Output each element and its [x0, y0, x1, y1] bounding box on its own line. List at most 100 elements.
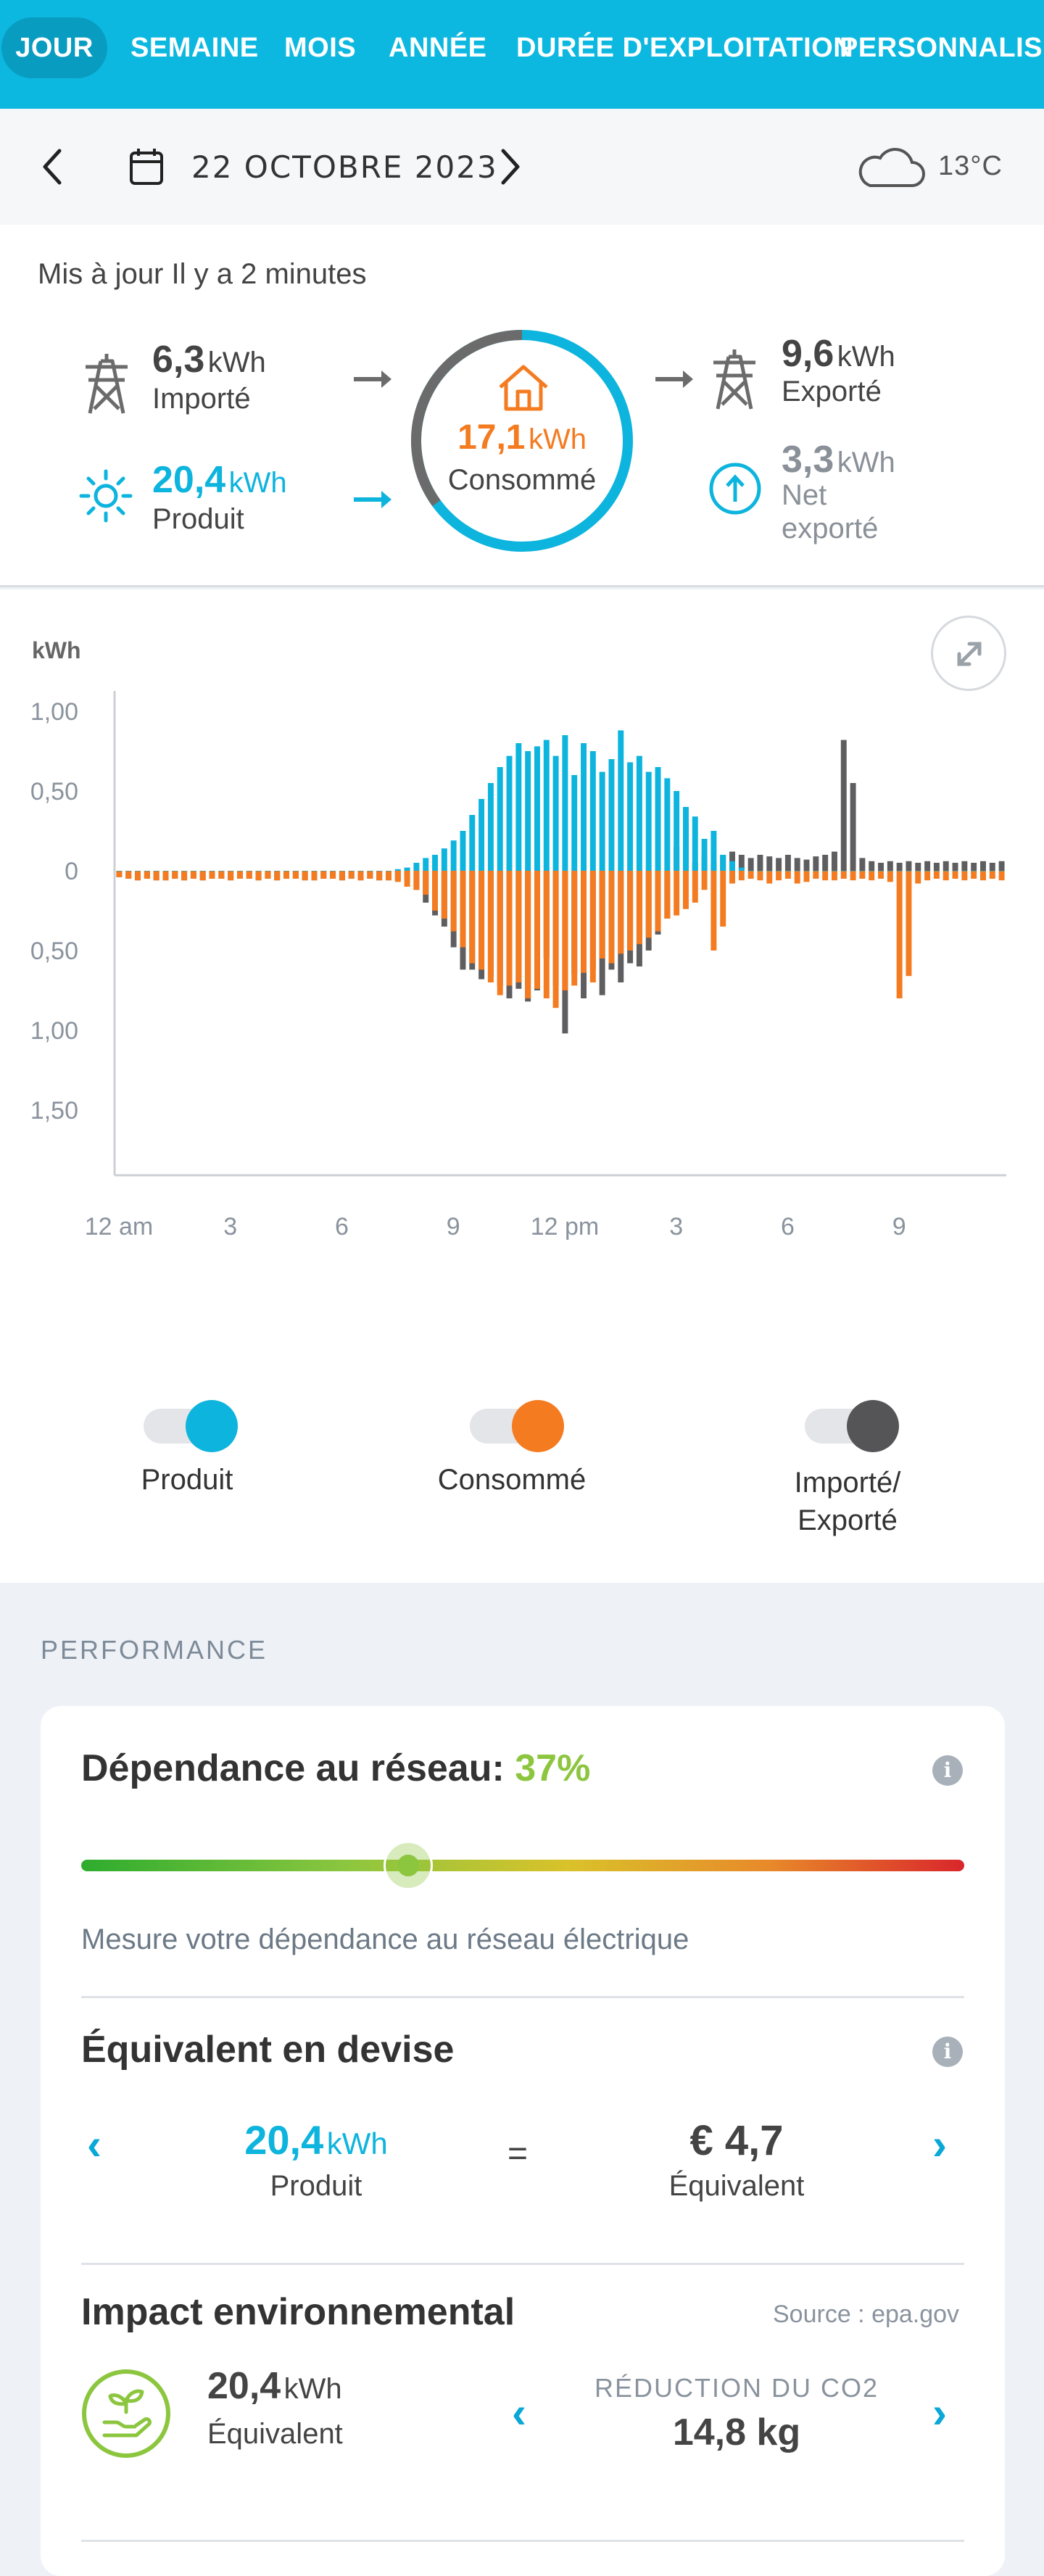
currency-value: € 4,7 — [689, 2117, 784, 2164]
bar-consomm — [989, 871, 995, 879]
bar-consomm — [311, 871, 318, 881]
exported-stat: 9,6 kWh — [782, 332, 895, 376]
chevron-left-icon[interactable] — [38, 146, 67, 187]
bar-consomm — [887, 871, 893, 882]
bar-importexport — [822, 855, 829, 871]
chevron-right-icon[interactable] — [496, 146, 525, 187]
date-bar: 22 OCTOBRE 2023 13°C — [0, 109, 1044, 225]
update-status: Mis à jour Il y a 2 minutes — [38, 258, 367, 290]
toggle-consomme[interactable] — [470, 1400, 564, 1452]
bar-consomm — [302, 871, 308, 881]
bar-consomm — [776, 871, 782, 881]
bar-consomm — [172, 871, 178, 879]
toggle-produit[interactable] — [144, 1400, 238, 1452]
exported-value: 9,6 — [782, 333, 834, 375]
produced-unit: kWh — [228, 467, 287, 499]
bar-importexport — [961, 861, 968, 871]
bar-produit — [738, 867, 745, 871]
chevron-left-icon[interactable]: ‹ — [87, 2120, 102, 2169]
toggle-importe-exporte[interactable] — [805, 1400, 899, 1452]
bar-importexport — [971, 863, 977, 871]
bar-importexport — [831, 851, 837, 871]
bar-importexport — [933, 863, 940, 871]
bar-consomm — [209, 871, 215, 879]
bar-consomm — [562, 871, 568, 990]
y-tick-label: 1,00 — [30, 698, 78, 726]
bar-consomm — [181, 871, 188, 881]
exported-label: Exporté — [782, 376, 882, 407]
bar-produit — [627, 762, 634, 871]
performance-card: Dépendance au réseau: 37% i Mesure votre… — [41, 1706, 1005, 2576]
net-value: 3,3 — [782, 439, 834, 481]
bar-consomm — [794, 871, 800, 884]
environment-label: Équivalent — [207, 2418, 343, 2450]
bar-consomm — [162, 871, 169, 881]
expand-button[interactable] — [931, 616, 1006, 691]
bar-importexport — [915, 863, 921, 871]
bar-importexport — [924, 861, 931, 871]
produced-value: 20,4 — [152, 459, 226, 501]
info-icon[interactable]: i — [932, 1755, 963, 1786]
tab-mois[interactable]: MOIS — [284, 32, 357, 63]
bar-consomm — [199, 871, 206, 881]
bar-produit — [478, 799, 485, 871]
bar-consomm — [255, 871, 262, 881]
bar-consomm — [125, 871, 132, 879]
bar-importexport — [766, 856, 773, 871]
dependence-gauge — [81, 1860, 964, 1871]
imported-value: 6,3 — [152, 339, 205, 381]
tab-duree-exploitation[interactable]: DURÉE D'EXPLOITATION — [516, 32, 854, 63]
calendar-icon[interactable] — [128, 146, 165, 187]
bar-consomm — [896, 871, 903, 998]
dependence-title: Dépendance au réseau: 37% — [81, 1747, 591, 1789]
tab-annee[interactable]: ANNÉE — [389, 32, 487, 63]
y-tick-label: 0,50 — [30, 778, 78, 805]
bar-consomm — [478, 871, 485, 970]
bar-consomm — [265, 871, 271, 879]
tab-jour[interactable]: JOUR — [1, 17, 107, 78]
bar-consomm — [385, 871, 392, 881]
bar-consomm — [441, 871, 447, 919]
divider — [81, 2540, 964, 2542]
dependence-caption: Mesure votre dépendance au réseau électr… — [81, 1923, 689, 1955]
consumed-value: 17,1 — [457, 418, 526, 457]
info-icon[interactable]: i — [932, 2037, 963, 2067]
bar-consomm — [952, 871, 958, 879]
bar-consomm — [618, 871, 624, 954]
bar-produit — [487, 783, 494, 871]
temperature: 13°C — [938, 151, 1003, 181]
bar-produit — [441, 848, 447, 871]
consumed-unit: kWh — [528, 423, 587, 455]
chevron-right-icon[interactable]: › — [932, 2120, 947, 2169]
tab-personnalise[interactable]: PERSONNALISÉ — [840, 32, 1044, 63]
bar-consomm — [515, 871, 522, 982]
currency-title: Équivalent en devise — [81, 2029, 455, 2071]
x-tick-label: 3 — [223, 1213, 237, 1241]
arrow-right-icon — [655, 370, 693, 388]
bar-consomm — [376, 871, 383, 881]
bar-consomm — [292, 871, 299, 879]
consumed-label: Consommé — [447, 464, 597, 496]
tab-semaine[interactable]: SEMAINE — [130, 32, 259, 63]
sun-icon — [79, 469, 133, 523]
bar-consomm — [998, 871, 1005, 881]
arrow-right-icon — [354, 491, 392, 508]
chevron-right-icon[interactable]: › — [932, 2388, 947, 2437]
bar-consomm — [627, 871, 634, 951]
chevron-left-icon[interactable]: ‹ — [512, 2388, 526, 2437]
bar-consomm — [831, 871, 837, 881]
bar-consomm — [283, 871, 290, 879]
current-date[interactable]: 22 OCTOBRE 2023 — [191, 149, 498, 185]
bar-produit — [618, 730, 624, 871]
bar-produit — [636, 755, 642, 871]
bar-importexport — [794, 858, 800, 871]
period-tab-bar: JOUR SEMAINE MOIS ANNÉE DURÉE D'EXPLOITA… — [0, 0, 1044, 109]
legend-importe-exporte: Importé/ Exporté — [794, 1467, 901, 1536]
bar-consomm — [534, 871, 540, 989]
net-stat: 3,3 kWh — [782, 438, 895, 481]
bar-consomm — [757, 871, 763, 881]
bar-importexport — [776, 858, 782, 871]
bar-produit — [543, 740, 550, 871]
bar-importexport — [878, 863, 884, 871]
